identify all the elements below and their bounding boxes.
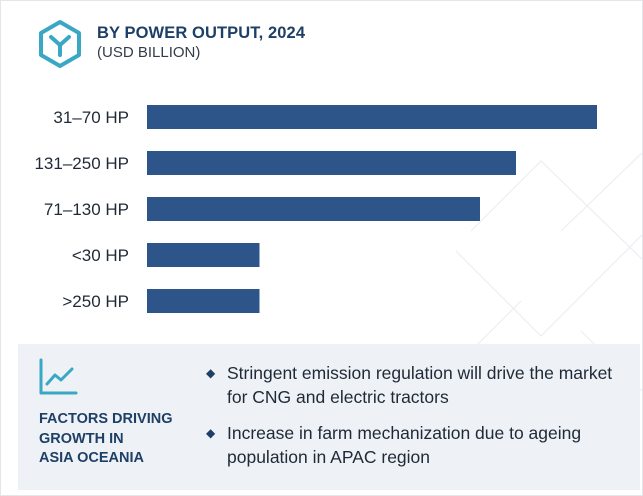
bar-chart: 31–70 HP 131–250 HP 71–130 HP <30 HP >250 HP bbox=[34, 105, 597, 313]
category-label: 71–130 HP bbox=[44, 200, 129, 219]
diamond-bullet-icon: ◆ bbox=[206, 366, 216, 380]
category-label: >250 HP bbox=[62, 292, 129, 311]
bar bbox=[147, 151, 516, 175]
chart-subtitle: (USD BILLION) bbox=[97, 44, 201, 61]
diamond-bullet-icon: ◆ bbox=[206, 426, 216, 440]
factor-text: Stringent emission regulation will drive… bbox=[227, 363, 613, 407]
factors-heading-line: FACTORS DRIVING bbox=[39, 411, 173, 427]
bar bbox=[147, 289, 260, 313]
factors-heading-line: ASIA OCEANIA bbox=[39, 450, 144, 466]
hexagon-y-logo-icon bbox=[39, 20, 81, 68]
line-chart-icon bbox=[39, 358, 78, 395]
category-label: 131–250 HP bbox=[34, 154, 129, 173]
chart-title: BY POWER OUTPUT, 2024 bbox=[97, 24, 306, 42]
bar bbox=[147, 105, 597, 129]
factor-text: Increase in farm mechanization due to ag… bbox=[227, 423, 582, 467]
factors-list: ◆ Stringent emission regulation will dri… bbox=[206, 361, 636, 481]
category-label: 31–70 HP bbox=[53, 108, 129, 127]
growth-factors-panel: FACTORS DRIVING GROWTH IN ASIA OCEANIA ◆… bbox=[18, 344, 640, 490]
factors-heading: FACTORS DRIVING GROWTH IN ASIA OCEANIA bbox=[39, 410, 199, 469]
factor-item: ◆ Increase in farm mechanization due to … bbox=[206, 421, 636, 469]
bar bbox=[147, 243, 260, 267]
factor-item: ◆ Stringent emission regulation will dri… bbox=[206, 361, 636, 409]
bar bbox=[147, 197, 480, 221]
category-label: <30 HP bbox=[72, 246, 129, 265]
chart-header: BY POWER OUTPUT, 2024 (USD BILLION) bbox=[35, 19, 305, 79]
factors-heading-line: GROWTH IN bbox=[39, 430, 124, 447]
